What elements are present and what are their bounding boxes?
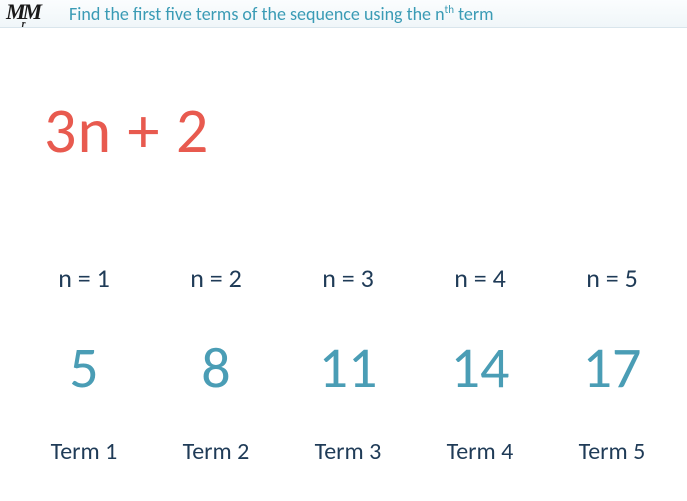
term-value: 14 — [414, 332, 546, 403]
logo-m2: M — [22, 0, 41, 24]
logo: MrM — [6, 0, 41, 28]
value-row: 5 8 11 14 17 — [18, 332, 678, 403]
term-label: Term 4 — [414, 437, 546, 466]
n-label: n = 4 — [414, 262, 546, 294]
header-bar: MrM Find the first five terms of the seq… — [0, 0, 687, 28]
n-label: n = 5 — [546, 262, 678, 294]
page-title: Find the first five terms of the sequenc… — [69, 3, 494, 25]
term-label: Term 5 — [546, 437, 678, 466]
title-pre: Find the first five terms of the sequenc… — [69, 3, 445, 25]
term-value: 8 — [150, 332, 282, 403]
term-value: 5 — [18, 332, 150, 403]
n-row: n = 1 n = 2 n = 3 n = 4 n = 5 — [18, 262, 678, 294]
sequence-table: n = 1 n = 2 n = 3 n = 4 n = 5 5 8 11 14 … — [18, 262, 678, 466]
n-label: n = 1 — [18, 262, 150, 294]
title-sup: th — [445, 3, 454, 16]
n-label: n = 2 — [150, 262, 282, 294]
term-value: 17 — [546, 332, 678, 403]
title-post: term — [454, 3, 494, 25]
term-value: 11 — [282, 332, 414, 403]
term-label: Term 3 — [282, 437, 414, 466]
formula: 3n + 2 — [44, 92, 209, 170]
term-label: Term 1 — [18, 437, 150, 466]
term-row: Term 1 Term 2 Term 3 Term 4 Term 5 — [18, 437, 678, 466]
n-label: n = 3 — [282, 262, 414, 294]
term-label: Term 2 — [150, 437, 282, 466]
